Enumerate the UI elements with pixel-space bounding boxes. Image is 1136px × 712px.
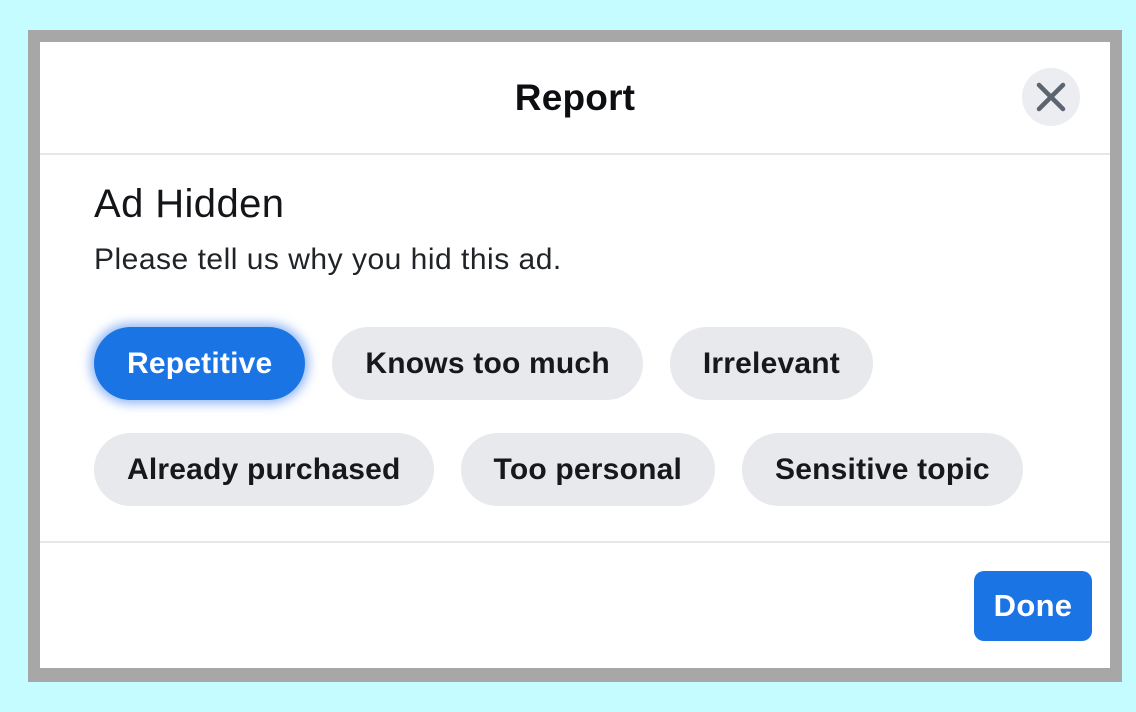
section-heading: Ad Hidden xyxy=(94,182,285,226)
reason-row-2: Already purchased Too personal Sensitive t… xyxy=(94,433,1110,507)
dialog-title: Report xyxy=(514,76,636,118)
report-dialog: Report Ad Hidden Please tell us why you … xyxy=(40,42,1110,668)
dialog-footer: Done xyxy=(40,541,1110,668)
reason-pill-sensitive-topic[interactable]: Sensitive topic xyxy=(742,433,1023,507)
reason-pill-irrelevant[interactable]: Irrelevant xyxy=(669,327,873,401)
reason-pill-knows-too-much[interactable]: Knows too much xyxy=(332,327,643,401)
reason-options: Repetitive Knows too much Irrelevant Alrea… xyxy=(94,327,1110,507)
reason-pill-too-personal[interactable]: Too personal xyxy=(460,433,716,507)
close-icon xyxy=(1036,82,1066,112)
modal-frame: Report Ad Hidden Please tell us why you … xyxy=(28,30,1122,682)
reason-row-1: Repetitive Knows too much Irrelevant xyxy=(94,327,1110,401)
dialog-header: Report xyxy=(40,42,1110,155)
reason-pill-repetitive[interactable]: Repetitive xyxy=(94,327,306,401)
close-button[interactable] xyxy=(1022,68,1080,126)
dialog-body: Ad Hidden Please tell us why you hid thi… xyxy=(40,155,1110,541)
section-subtitle: Please tell us why you hid this ad. xyxy=(94,243,562,277)
reason-pill-already-purchased[interactable]: Already purchased xyxy=(94,433,434,507)
done-button[interactable]: Done xyxy=(974,570,1092,641)
